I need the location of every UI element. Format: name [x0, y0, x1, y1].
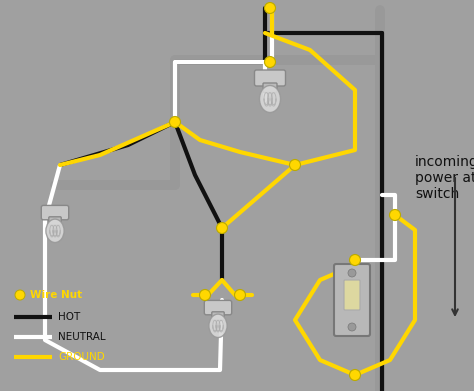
Ellipse shape: [46, 219, 64, 242]
Circle shape: [290, 160, 301, 170]
Circle shape: [217, 222, 228, 233]
Circle shape: [348, 323, 356, 331]
FancyBboxPatch shape: [255, 70, 285, 86]
Ellipse shape: [259, 86, 281, 113]
Circle shape: [348, 269, 356, 277]
Text: HOT: HOT: [58, 312, 80, 322]
FancyBboxPatch shape: [212, 312, 224, 320]
FancyBboxPatch shape: [263, 83, 277, 93]
Text: Wire Nut: Wire Nut: [30, 290, 82, 300]
Circle shape: [349, 369, 361, 380]
Circle shape: [200, 289, 210, 301]
Text: NEUTRAL: NEUTRAL: [58, 332, 106, 342]
FancyBboxPatch shape: [344, 280, 360, 310]
Circle shape: [170, 117, 181, 127]
Circle shape: [264, 2, 275, 14]
Circle shape: [235, 289, 246, 301]
FancyBboxPatch shape: [41, 205, 69, 220]
Ellipse shape: [209, 314, 227, 337]
Text: incoming
power at
switch: incoming power at switch: [415, 155, 474, 201]
Text: GROUND: GROUND: [58, 352, 105, 362]
FancyBboxPatch shape: [49, 217, 61, 225]
FancyBboxPatch shape: [334, 264, 370, 336]
Circle shape: [390, 210, 401, 221]
Circle shape: [264, 57, 275, 68]
Circle shape: [15, 290, 25, 300]
FancyBboxPatch shape: [204, 300, 232, 315]
Circle shape: [349, 255, 361, 265]
